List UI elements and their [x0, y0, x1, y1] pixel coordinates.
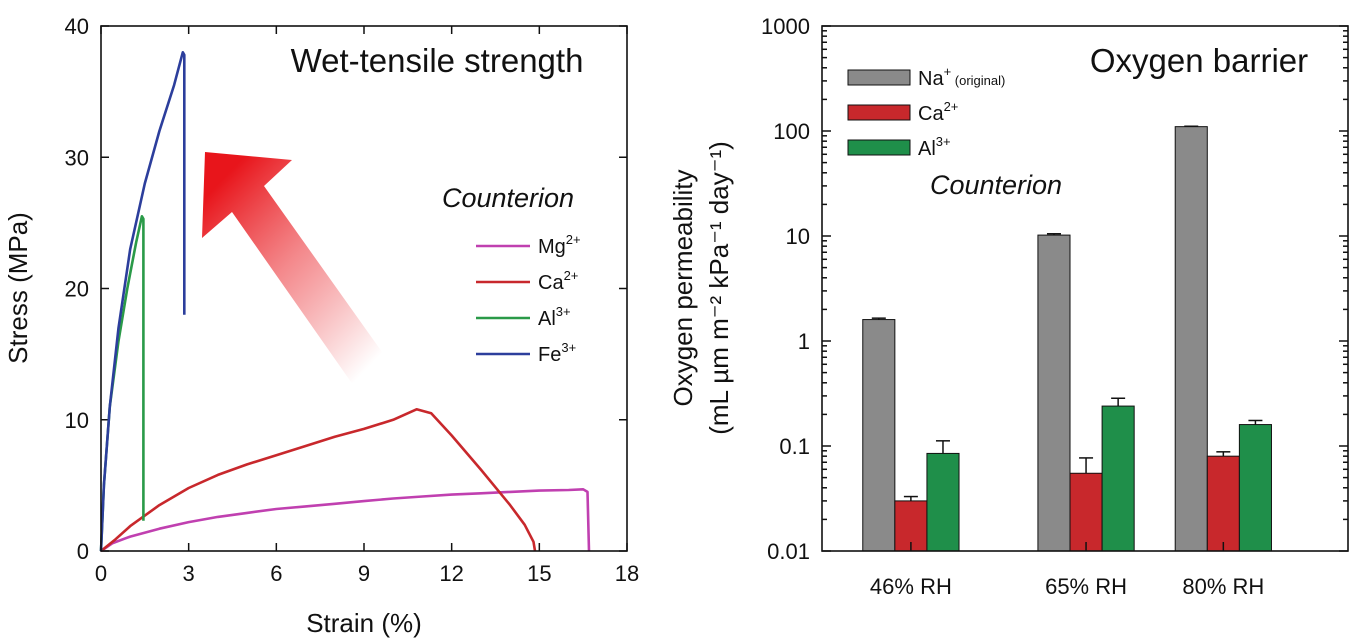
tensile-legend-label-mg-sup: 2+: [566, 232, 581, 247]
tensile-x-axis-title: Strain (%): [306, 608, 422, 638]
oxygen-bar-al: [1101, 405, 1135, 552]
oxygen-y-tick-label: 0.01: [767, 539, 810, 564]
oxygen-y-axis-title-line1: Oxygen permeability: [668, 170, 698, 407]
oxygen-y-axis-title-line2: (mL µm m⁻² kPa⁻¹ day⁻¹): [704, 141, 734, 435]
tensile-legend-label-ca-base: Ca: [538, 272, 564, 294]
oxygen-x-tick-label: 46% RH: [870, 574, 952, 599]
oxygen-legend-label-na: Na+ (original): [918, 64, 1005, 90]
oxygen-y-tick-label: 0.1: [779, 434, 810, 459]
tensile-x-tick-label: 18: [615, 561, 639, 586]
tensile-x-tick-label: 12: [439, 561, 463, 586]
oxygen-bar-na: [1037, 234, 1071, 552]
tensile-y-tick-label: 10: [65, 408, 89, 433]
tensile-series-al: [99, 215, 145, 552]
tensile-y-tick-label: 30: [65, 145, 89, 170]
oxygen-chart: 0.01 0.1 1 10 100 1000 46% RH 65% RH 80% RH Oxy…: [668, 14, 1349, 599]
tensile-series-ca: [100, 407, 537, 553]
oxygen-legend-label-na-sup: +: [944, 64, 952, 79]
tensile-y-axis-title: Stress (MPa): [3, 212, 33, 364]
tensile-legend-label-ca-sup: 2+: [564, 268, 579, 283]
tensile-legend-label-mg-base: Mg: [538, 236, 566, 258]
tensile-legend: Mg2+Ca2+Al3+Fe3+: [476, 232, 581, 366]
oxygen-bar-al: [926, 452, 960, 552]
oxygen-legend-label-ca: Ca2+: [918, 99, 958, 125]
tensile-series-mg: [100, 487, 591, 553]
tensile-legend-label-mg: Mg2+: [538, 232, 581, 258]
oxygen-bar-al: [1238, 424, 1272, 552]
tensile-x-tick-label: 15: [527, 561, 551, 586]
tensile-x-tick-label: 0: [95, 561, 107, 586]
tensile-x-tick-label: 9: [358, 561, 370, 586]
oxygen-chart-title: Oxygen barrier: [1090, 42, 1308, 79]
oxygen-y-tick-label: 100: [773, 119, 810, 144]
oxygen-legend-label-na-base: Na: [918, 68, 944, 90]
tensile-x-tick-label: 3: [183, 561, 195, 586]
tensile-legend-label-al-sup: 3+: [556, 304, 571, 319]
tensile-legend-label-al-base: Al: [538, 308, 556, 330]
oxygen-legend-label-al-base: Al: [918, 138, 936, 160]
oxygen-bar-ca: [1069, 472, 1103, 552]
tensile-y-tick-label: 20: [65, 277, 89, 302]
oxygen-legend-label-na-suffix: (original): [951, 73, 1005, 88]
tensile-plot-frame: [100, 25, 628, 552]
tensile-series-fe: [99, 50, 186, 552]
tensile-legend-label-fe-base: Fe: [538, 344, 561, 366]
tensile-x-tick-label: 6: [270, 561, 282, 586]
oxygen-bar-ca: [1206, 455, 1240, 552]
strength-arrow: [202, 152, 392, 392]
oxygen-y-tick-label: 1: [798, 329, 810, 354]
oxygen-legend-label-al-sup: 3+: [936, 134, 951, 149]
tensile-chart-title: Wet-tensile strength: [291, 42, 584, 79]
tensile-legend-label-fe: Fe3+: [538, 340, 576, 366]
oxygen-bar-na: [862, 319, 896, 552]
tensile-legend-label-fe-sup: 3+: [561, 340, 576, 355]
tensile-legend-title: Counterion: [442, 183, 574, 213]
oxygen-legend-label-al: Al3+: [918, 134, 951, 160]
oxygen-legend: Na+ (original) Ca2+ Al3+: [847, 64, 1005, 160]
tensile-chart: 0 3 6 9 12 15 18 0 10 20 30 40 Wet-tensile strength…: [3, 14, 639, 638]
tensile-y-tick-label: 0: [77, 539, 89, 564]
oxygen-y-tick-label: 10: [786, 224, 810, 249]
oxygen-legend-title: Counterion: [930, 170, 1062, 200]
oxygen-legend-label-ca-sup: 2+: [944, 99, 959, 114]
oxygen-legend-swatch-al: [847, 139, 911, 156]
oxygen-y-tick-label: 1000: [761, 14, 810, 39]
oxygen-plot-frame: [821, 25, 1349, 552]
tensile-legend-label-al: Al3+: [538, 304, 571, 330]
oxygen-legend-swatch-ca: [847, 104, 911, 121]
oxygen-x-tick-label: 80% RH: [1182, 574, 1264, 599]
tensile-legend-label-ca: Ca2+: [538, 268, 578, 294]
oxygen-x-tick-label: 65% RH: [1045, 574, 1127, 599]
oxygen-legend-swatch-na: [847, 69, 911, 86]
tensile-y-tick-label: 40: [65, 14, 89, 39]
oxygen-bar-na: [1174, 126, 1208, 552]
oxygen-legend-label-ca-base: Ca: [918, 103, 944, 125]
